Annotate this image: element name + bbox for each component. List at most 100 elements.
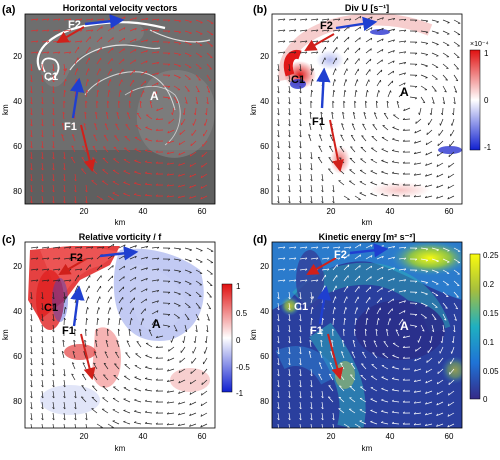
vector-glyph-head <box>63 374 66 377</box>
vector-glyph-head <box>381 277 384 280</box>
vector-glyph-head <box>72 351 75 353</box>
vector-glyph-head <box>155 150 158 153</box>
vector-glyph-head <box>393 256 396 260</box>
vector-glyph <box>382 125 389 131</box>
vector-glyph-head <box>189 44 192 46</box>
vector-glyph <box>200 412 208 417</box>
vector-glyph-head <box>391 160 395 163</box>
vector-glyph <box>343 90 346 98</box>
vector-glyph-head <box>72 362 75 364</box>
vector-glyph <box>52 96 55 105</box>
vector-glyph <box>332 184 335 193</box>
vector-glyph-head <box>328 385 331 387</box>
vector-glyph-head <box>186 318 190 320</box>
ylabel: km <box>249 329 258 340</box>
vector-glyph <box>310 151 313 160</box>
vector-glyph-head <box>424 195 427 198</box>
vector-glyph <box>201 379 208 386</box>
vector-glyph <box>173 74 181 78</box>
vector-glyph <box>206 52 213 58</box>
vector-glyph-head <box>402 400 405 403</box>
xlabel: km <box>362 444 373 453</box>
velocity-vectors-white <box>277 243 461 428</box>
arrow-f2-red <box>56 26 85 43</box>
vector-glyph <box>140 256 148 260</box>
vector-glyph-head <box>155 411 158 414</box>
vector-glyph-head <box>425 271 429 273</box>
vector-glyph-head <box>155 183 158 186</box>
vector-glyph-head <box>63 168 66 171</box>
vector-glyph <box>447 401 455 407</box>
colorbar-d-tick: 0.25 <box>483 251 499 260</box>
vector-glyph <box>41 368 44 377</box>
vector-glyph <box>396 101 400 109</box>
vector-glyph <box>321 423 323 428</box>
vector-glyph-head <box>52 146 55 149</box>
vector-glyph <box>41 29 50 32</box>
vector-glyph-head <box>403 82 406 85</box>
vector-glyph <box>387 90 391 98</box>
vector-glyph-head <box>340 134 343 137</box>
vector-glyph <box>448 162 455 168</box>
label-f2: F2 <box>70 252 83 264</box>
vector-glyph-head <box>41 102 44 105</box>
vector-glyph-head <box>305 279 308 282</box>
vector-glyph-head <box>328 157 331 159</box>
vector-glyph-head <box>333 317 336 321</box>
vector-glyph <box>381 399 389 403</box>
vector-glyph <box>277 357 280 366</box>
vector-glyph <box>151 257 159 260</box>
vector-glyph <box>71 145 76 153</box>
vector-glyph-head <box>171 112 173 115</box>
colorbar-c-tick: 0 <box>236 336 241 345</box>
vector-glyph <box>363 340 367 348</box>
vector-glyph-head <box>102 246 105 249</box>
vector-glyph-head <box>310 69 313 72</box>
vector-glyph <box>195 107 197 116</box>
vector-glyph-head <box>402 172 405 175</box>
vector-glyph-head <box>30 407 33 410</box>
vector-glyph <box>392 150 400 153</box>
vector-glyph <box>354 79 358 87</box>
vector-glyph-head <box>447 424 450 428</box>
vector-glyph-head <box>177 195 180 198</box>
vector-glyph <box>113 147 120 153</box>
vector-glyph-head <box>72 122 76 125</box>
vector-glyph-head <box>200 175 203 178</box>
vector-glyph <box>453 52 460 58</box>
vector-glyph-head <box>436 44 439 46</box>
vector-glyph-head <box>156 108 158 111</box>
vector-glyph-head <box>452 112 454 116</box>
vector-glyph-head <box>200 186 203 189</box>
vector-glyph <box>30 324 33 333</box>
vector-glyph <box>299 140 302 149</box>
vector-glyph <box>145 172 153 175</box>
vector-glyph <box>145 127 153 131</box>
colorbar-b-exponent: ×10⁻⁴ <box>470 41 489 48</box>
vector-glyph-head <box>310 407 313 410</box>
vector-glyph-head <box>396 100 400 103</box>
vector-glyph <box>145 355 153 359</box>
vector-glyph-head <box>81 157 84 159</box>
vector-glyph <box>332 264 338 271</box>
vector-glyph <box>453 302 459 310</box>
vector-glyph-head <box>155 128 158 131</box>
vector-glyph <box>415 118 422 124</box>
vector-glyph <box>373 340 378 348</box>
vector-glyph <box>206 30 214 35</box>
vector-glyph-head <box>178 185 180 188</box>
vector-glyph <box>414 151 422 155</box>
vector-glyph-head <box>139 100 142 103</box>
vector-glyph-head <box>134 266 137 269</box>
vector-glyph-head <box>74 396 77 399</box>
vector-glyph <box>451 118 455 126</box>
vector-glyph <box>299 162 302 171</box>
vector-glyph-head <box>414 74 418 77</box>
vector-glyph <box>398 72 406 76</box>
vector-glyph <box>145 183 153 186</box>
vector-glyph <box>107 37 114 43</box>
vector-glyph <box>343 195 350 200</box>
vector-glyph-head <box>310 157 313 160</box>
vector-glyph-head <box>402 161 405 164</box>
vector-glyph <box>184 258 192 262</box>
